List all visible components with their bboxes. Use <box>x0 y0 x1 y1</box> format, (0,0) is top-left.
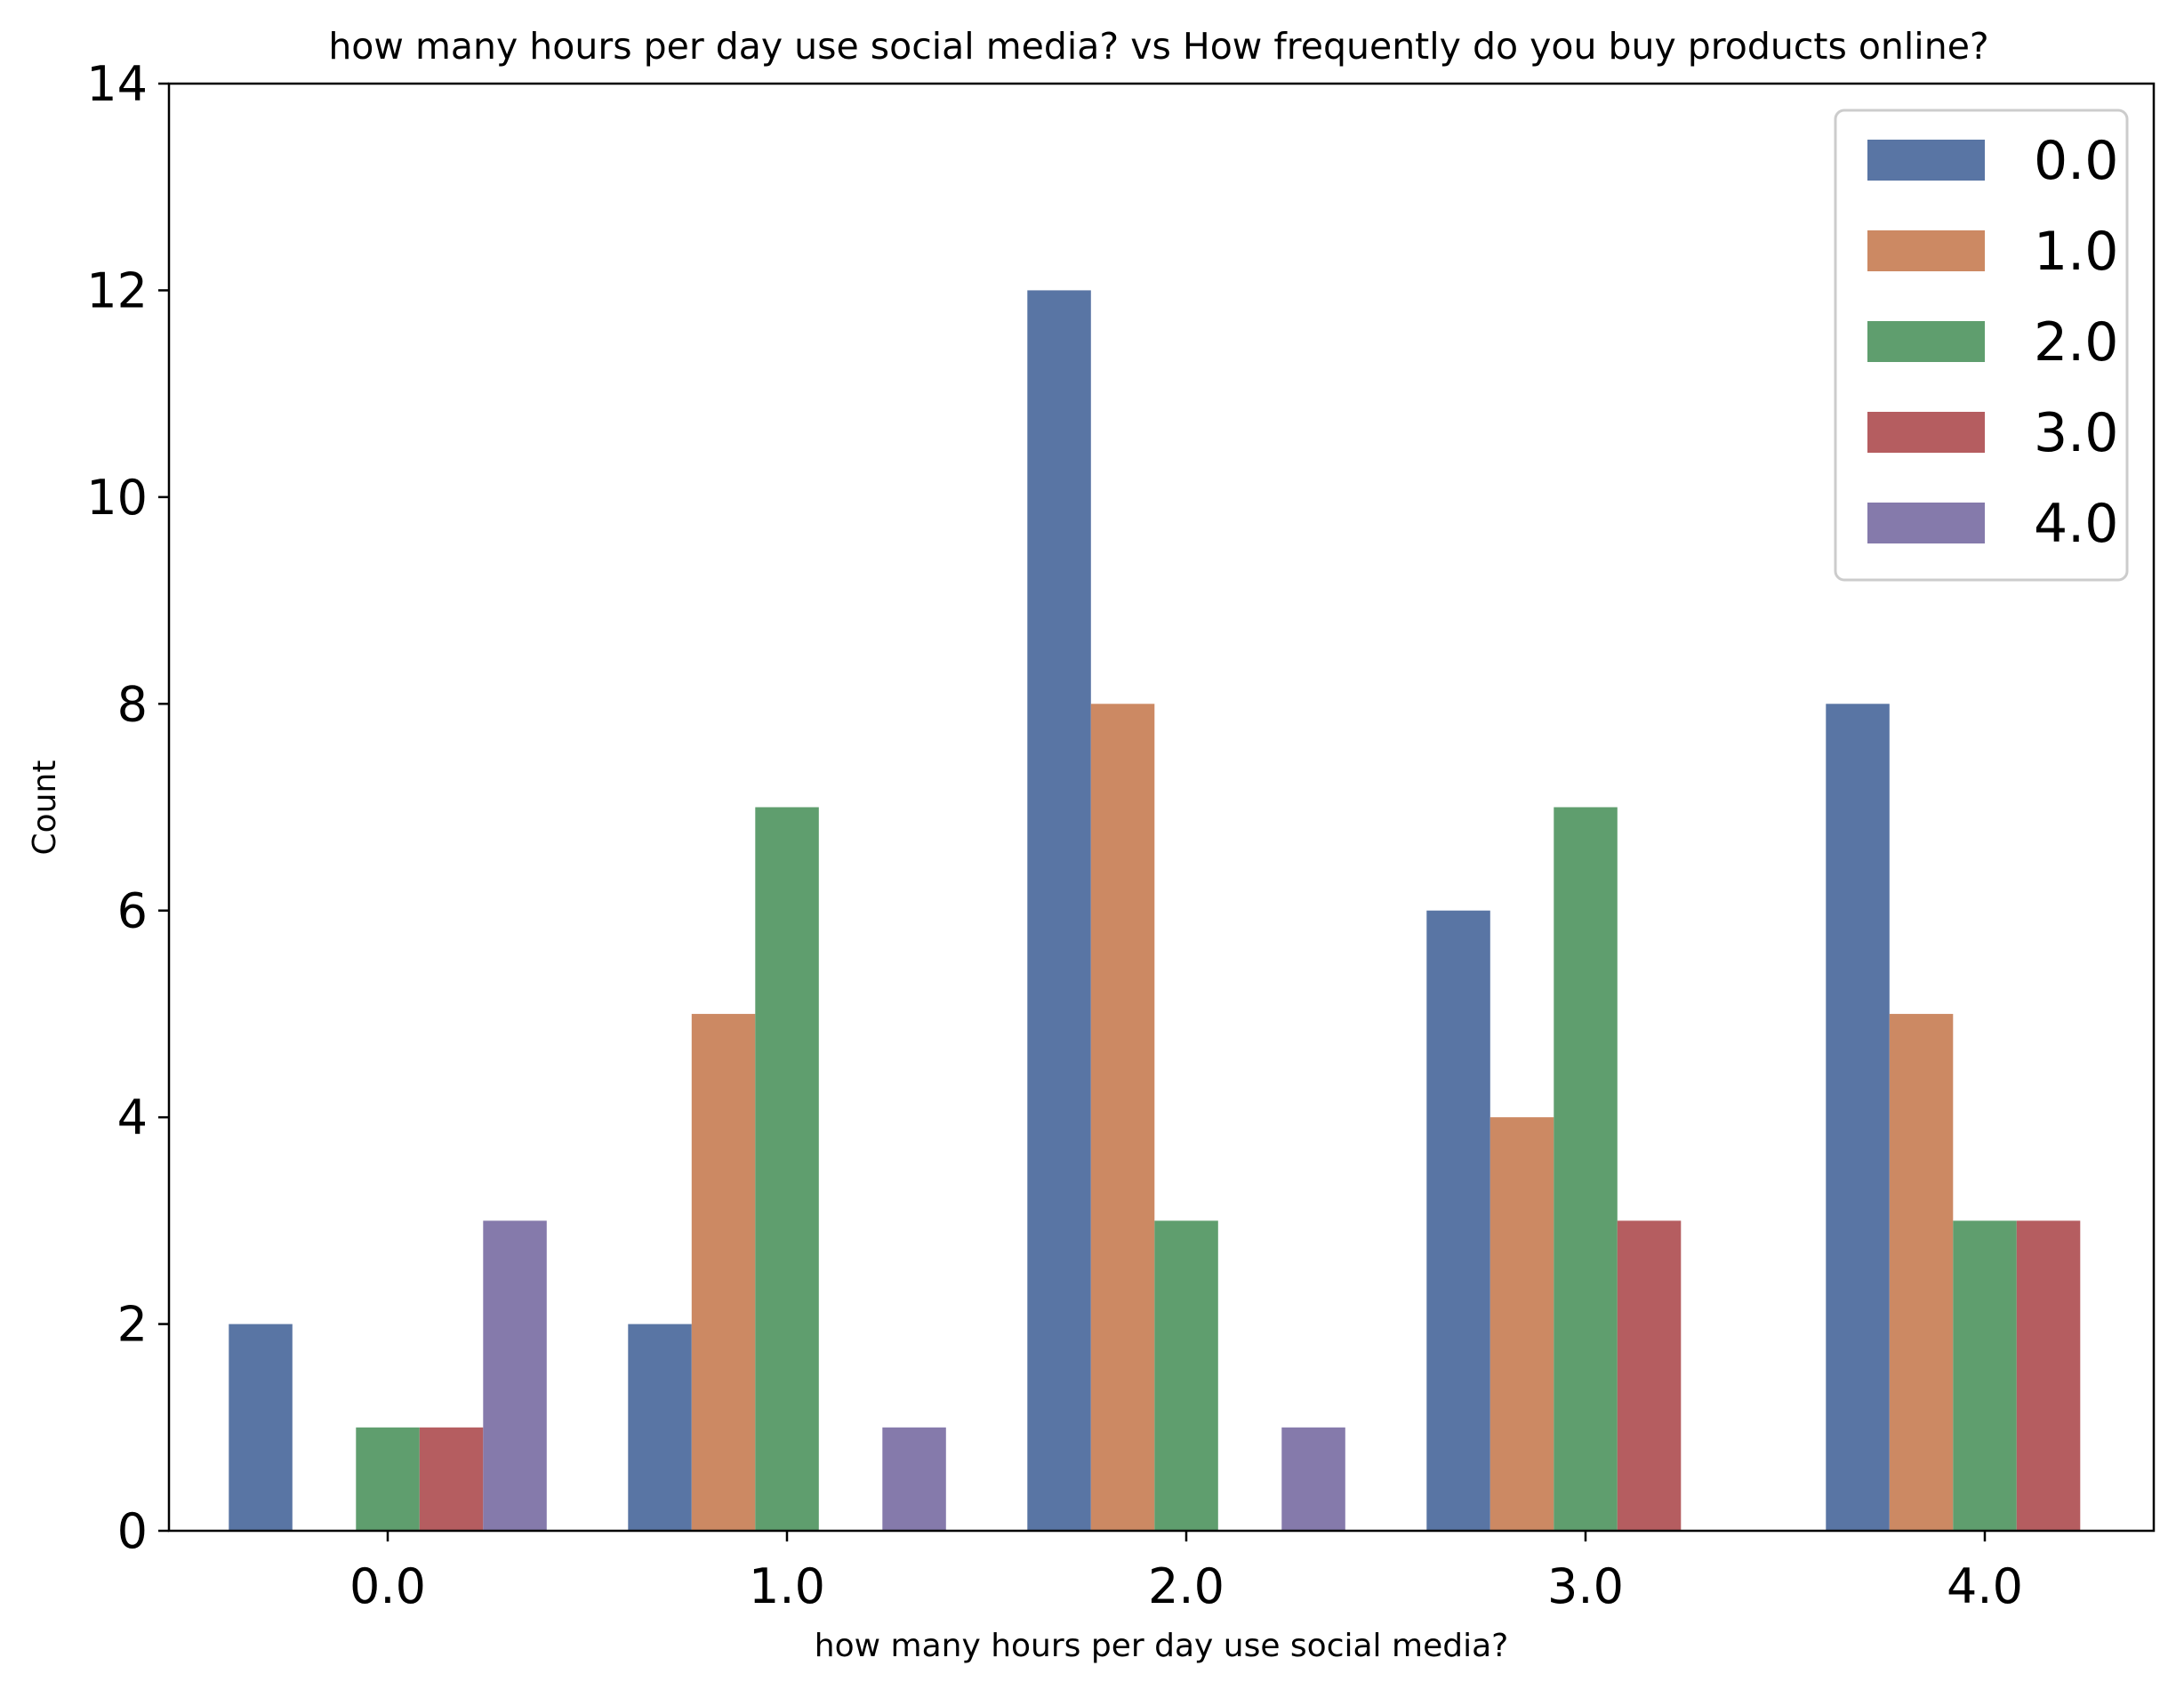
x-tick-label-4.0: 4.0 <box>1947 1558 2023 1614</box>
y-tick-label-4: 4 <box>117 1090 148 1146</box>
x-axis-label: how many hours per day use social media? <box>815 1628 1508 1664</box>
legend-swatch-4.0 <box>1867 503 1985 543</box>
legend-label-2.0: 2.0 <box>2034 311 2118 374</box>
legend-label-3.0: 3.0 <box>2034 402 2118 464</box>
y-tick-label-0: 0 <box>117 1503 148 1559</box>
bar-4.0-2.0 <box>1953 1220 2017 1531</box>
legend-label-4.0: 4.0 <box>2034 493 2118 555</box>
bar-1.0-4.0 <box>882 1427 946 1531</box>
bar-0.0-0.0 <box>229 1324 293 1531</box>
y-tick-label-2: 2 <box>117 1297 148 1353</box>
legend-swatch-0.0 <box>1867 140 1985 181</box>
bar-0.0-2.0 <box>356 1427 420 1531</box>
bar-1.0-0.0 <box>628 1324 692 1531</box>
x-axis-ticks: 0.0 1.0 2.0 3.0 4.0 <box>349 1531 2023 1614</box>
bar-4.0-0.0 <box>1826 704 1890 1531</box>
bar-1.0-2.0 <box>755 807 819 1531</box>
legend-swatch-1.0 <box>1867 230 1985 271</box>
y-tick-label-14: 14 <box>86 56 148 112</box>
legend-swatch-3.0 <box>1867 412 1985 453</box>
bar-3.0-1.0 <box>1489 1117 1554 1531</box>
y-tick-label-12: 12 <box>86 262 148 318</box>
bar-4.0-1.0 <box>1889 1013 1954 1531</box>
y-axis-label: Count <box>27 760 63 856</box>
bar-0.0-4.0 <box>483 1220 547 1531</box>
y-axis-ticks: 0 2 4 6 8 10 12 14 <box>86 56 169 1559</box>
y-tick-label-8: 8 <box>117 676 148 732</box>
bars-group <box>229 290 2081 1531</box>
plot-frame <box>167 82 2156 1533</box>
x-tick-label-3.0: 3.0 <box>1547 1558 1624 1614</box>
bar-2.0-0.0 <box>1027 290 1091 1531</box>
bar-3.0-0.0 <box>1426 910 1490 1531</box>
legend-label-0.0: 0.0 <box>2034 130 2118 192</box>
bar-2.0-4.0 <box>1281 1427 1345 1531</box>
y-tick-label-6: 6 <box>117 883 148 939</box>
x-tick-label-1.0: 1.0 <box>749 1558 825 1614</box>
bar-1.0-1.0 <box>691 1013 756 1531</box>
chart-title: how many hours per day use social media?… <box>328 25 1988 68</box>
bar-3.0-2.0 <box>1554 807 1618 1531</box>
legend-swatch-2.0 <box>1867 321 1985 362</box>
legend-label-1.0: 1.0 <box>2034 221 2118 283</box>
y-tick-label-10: 10 <box>86 470 148 526</box>
bar-0.0-3.0 <box>419 1427 484 1531</box>
legend: 0.0 1.0 2.0 3.0 4.0 <box>1834 109 2129 582</box>
bar-2.0-1.0 <box>1090 704 1155 1531</box>
x-tick-label-2.0: 2.0 <box>1148 1558 1224 1614</box>
bar-3.0-3.0 <box>1617 1220 1682 1531</box>
x-tick-label-0.0: 0.0 <box>349 1558 426 1614</box>
bar-4.0-3.0 <box>2016 1220 2081 1531</box>
bar-2.0-2.0 <box>1154 1220 1218 1531</box>
